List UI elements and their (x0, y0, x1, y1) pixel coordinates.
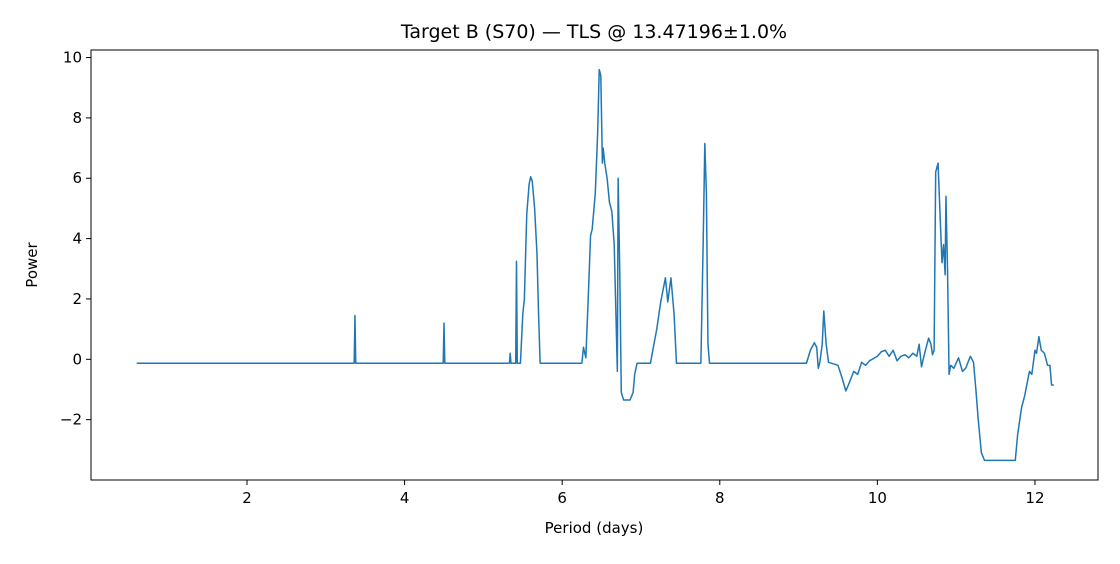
y-axis-label: Power (23, 241, 41, 287)
data-line (136, 68, 1054, 462)
x-tick-label: 8 (715, 489, 725, 507)
x-tick-label: 4 (400, 489, 410, 507)
chart-title: Target B (S70) — TLS @ 13.47196±1.0% (400, 21, 787, 43)
y-tick-label: 10 (63, 49, 82, 67)
y-tick-label: 6 (72, 169, 82, 187)
x-tick-label: 10 (868, 489, 887, 507)
y-tick-label: 2 (72, 290, 82, 308)
x-axis-label: Period (days) (545, 519, 644, 537)
plot-frame (90, 49, 1099, 481)
y-tick-label: 0 (72, 350, 82, 368)
y-tick-label: −2 (60, 411, 82, 429)
y-tick-label: 8 (72, 109, 82, 127)
x-tick-label: 12 (1025, 489, 1044, 507)
y-tick-label: 4 (72, 230, 82, 248)
x-tick-label: 2 (242, 489, 252, 507)
x-tick-label: 6 (557, 489, 567, 507)
